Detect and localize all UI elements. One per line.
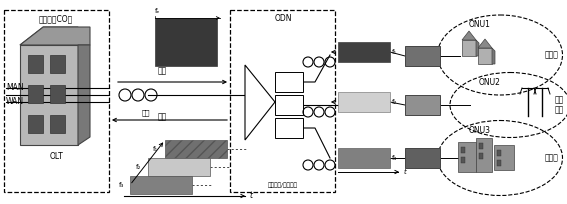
Bar — [338, 92, 390, 112]
Bar — [230, 10, 335, 192]
Text: f₂: f₂ — [136, 164, 141, 170]
Text: WAN: WAN — [6, 98, 24, 106]
Text: t: t — [404, 169, 407, 175]
Bar — [338, 42, 390, 62]
Text: 上行: 上行 — [158, 112, 167, 121]
Bar — [275, 118, 303, 138]
Polygon shape — [245, 65, 275, 140]
Polygon shape — [78, 45, 90, 145]
Text: f₃: f₃ — [392, 155, 397, 161]
Text: 移动
基站: 移动 基站 — [555, 95, 564, 115]
Text: ODN: ODN — [274, 14, 292, 23]
Bar — [155, 18, 217, 66]
Bar — [478, 48, 492, 64]
Bar — [338, 148, 390, 168]
Text: f₃: f₃ — [119, 182, 124, 188]
Bar — [28, 55, 43, 73]
Bar — [405, 148, 440, 168]
Bar — [461, 147, 465, 153]
Bar — [462, 40, 476, 56]
Text: 光纤: 光纤 — [142, 109, 150, 116]
Text: t: t — [250, 192, 253, 201]
Bar — [497, 150, 501, 156]
Text: ONU3: ONU3 — [469, 126, 491, 135]
Bar — [50, 115, 65, 133]
Bar — [148, 158, 210, 176]
Text: f₁: f₁ — [153, 146, 158, 152]
Bar — [497, 160, 501, 166]
Text: fₑ: fₑ — [155, 8, 160, 14]
Bar — [405, 46, 440, 66]
Text: f₁: f₁ — [392, 49, 397, 55]
Polygon shape — [20, 27, 90, 45]
Bar — [4, 10, 109, 192]
Bar — [405, 95, 440, 115]
Bar — [165, 140, 227, 158]
Bar — [28, 85, 43, 103]
Text: 住宅区: 住宅区 — [545, 51, 559, 60]
Polygon shape — [478, 39, 492, 48]
Text: OLT: OLT — [49, 152, 63, 161]
Bar — [275, 72, 303, 92]
Text: ONU2: ONU2 — [479, 78, 501, 87]
Bar — [50, 85, 65, 103]
Bar — [461, 157, 465, 163]
Bar — [479, 153, 483, 159]
Text: ONU1: ONU1 — [469, 20, 491, 29]
Bar — [275, 95, 303, 115]
Bar — [50, 55, 65, 73]
Text: 光耦合器/光分束器: 光耦合器/光分束器 — [268, 182, 298, 188]
Polygon shape — [462, 31, 476, 40]
Text: 商业区: 商业区 — [545, 153, 559, 163]
Text: MAN: MAN — [6, 83, 24, 92]
Bar — [20, 45, 78, 145]
Text: 中心局（CO）: 中心局（CO） — [39, 14, 73, 23]
Text: 下行: 下行 — [158, 66, 167, 75]
Bar — [28, 115, 43, 133]
Bar — [130, 176, 192, 194]
Polygon shape — [492, 48, 495, 64]
Bar — [458, 142, 476, 172]
Bar — [476, 138, 492, 172]
Polygon shape — [476, 40, 479, 56]
Bar — [494, 145, 514, 170]
Text: f₂: f₂ — [392, 99, 397, 105]
Bar — [479, 143, 483, 149]
Polygon shape — [20, 27, 78, 45]
